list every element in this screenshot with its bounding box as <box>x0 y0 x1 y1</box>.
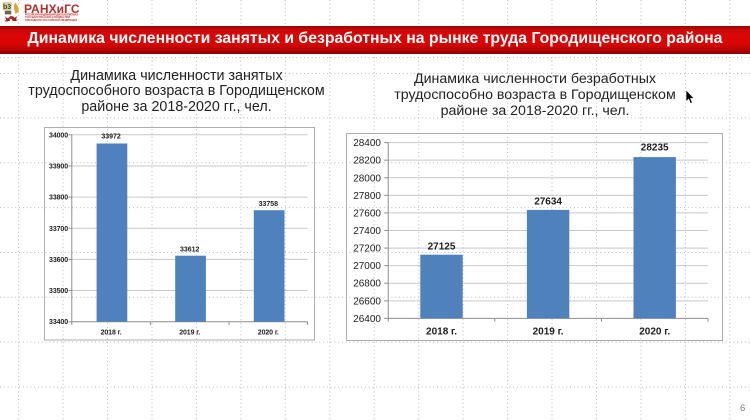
svg-text:33700: 33700 <box>49 226 68 233</box>
svg-text:РОССИЙСКАЯ АКАДЕМИЯ НАРОДНОГО: РОССИЙСКАЯ АКАДЕМИЯ НАРОДНОГО ХОЗЯЙСТВА … <box>25 13 78 16</box>
svg-text:27400: 27400 <box>353 226 381 237</box>
svg-text:2020 г.: 2020 г. <box>258 329 279 336</box>
svg-text:27200: 27200 <box>353 244 381 255</box>
svg-text:27125: 27125 <box>428 242 456 253</box>
svg-text:27000: 27000 <box>353 261 381 272</box>
svg-text:2019 г.: 2019 г. <box>533 327 564 338</box>
svg-text:27800: 27800 <box>353 191 381 202</box>
svg-text:33900: 33900 <box>49 163 68 170</box>
svg-text:2019 г.: 2019 г. <box>179 329 200 336</box>
svg-text:33500: 33500 <box>49 288 68 295</box>
svg-text:34000: 34000 <box>49 132 68 139</box>
svg-text:28000: 28000 <box>353 173 381 184</box>
svg-text:26600: 26600 <box>353 296 381 307</box>
svg-text:ГОСУДАРСТВЕННОЙ СЛУЖБЫ ПРИ: ГОСУДАРСТВЕННОЙ СЛУЖБЫ ПРИ <box>25 16 70 19</box>
svg-text:28235: 28235 <box>641 143 669 154</box>
svg-text:33758: 33758 <box>259 201 279 208</box>
svg-text:26800: 26800 <box>353 279 381 290</box>
svg-text:33600: 33600 <box>49 257 68 264</box>
svg-text:2020 г.: 2020 г. <box>639 327 670 338</box>
svg-text:ПРЕЗИДЕНТЕ РОССИЙСКОЙ ФЕДЕРАЦИ: ПРЕЗИДЕНТЕ РОССИЙСКОЙ ФЕДЕРАЦИИ <box>25 19 77 22</box>
svg-text:27634: 27634 <box>534 196 562 207</box>
svg-text:26400: 26400 <box>353 314 381 325</box>
svg-text:33612: 33612 <box>180 247 200 254</box>
svg-text:33972: 33972 <box>101 133 121 140</box>
svg-text:2018 г.: 2018 г. <box>101 329 122 336</box>
svg-text:2018 г.: 2018 г. <box>426 327 457 338</box>
svg-text:33800: 33800 <box>49 195 68 202</box>
svg-text:28200: 28200 <box>353 156 381 167</box>
svg-text:33400: 33400 <box>49 319 68 326</box>
svg-text:27600: 27600 <box>353 208 381 219</box>
svg-text:b3: b3 <box>3 4 11 11</box>
svg-text:28400: 28400 <box>353 138 381 149</box>
